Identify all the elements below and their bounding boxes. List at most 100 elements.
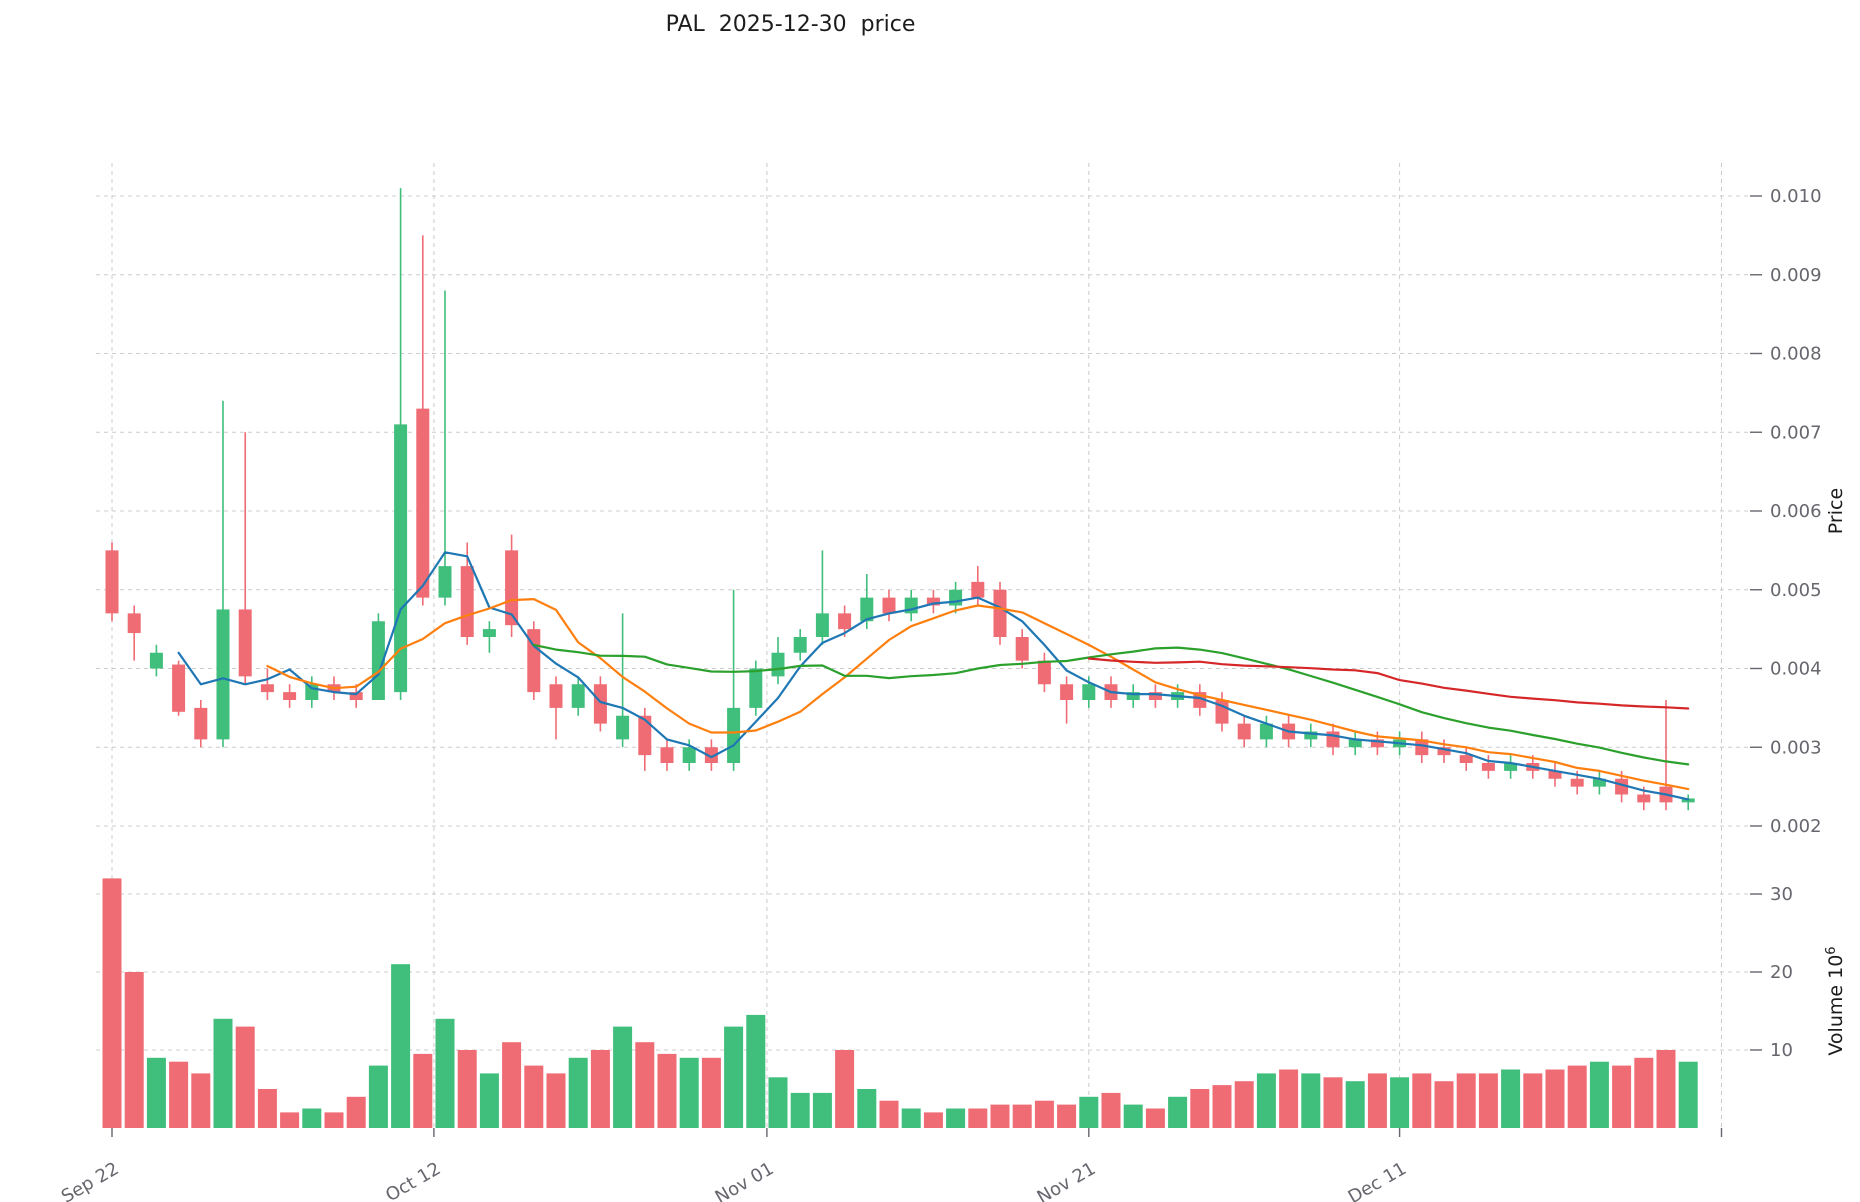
price-tick-label: 0.007 [1770, 422, 1822, 443]
candle-body [1370, 739, 1384, 748]
price-axis-ticks: 0.002 0.003 0.004 0.005 0.006 0.007 0.008 0.009… [1750, 186, 1822, 837]
volume-bar [368, 1065, 388, 1128]
candle-body [238, 609, 252, 677]
price-tick-label: 0.010 [1770, 186, 1822, 207]
gridlines [96, 163, 1750, 1128]
volume-bar [1057, 1104, 1077, 1128]
candle-body [283, 692, 297, 700]
ma-lines [177, 551, 1690, 801]
ma-line-sma20 [532, 643, 1690, 766]
volume-bar [413, 1053, 433, 1128]
volume-bar [191, 1073, 211, 1128]
volume-bar [124, 972, 144, 1128]
candle-body [216, 609, 230, 740]
candle-body [1437, 747, 1451, 756]
volume-bar [1234, 1081, 1254, 1128]
volume-bar [391, 964, 411, 1128]
candle-body [1615, 778, 1629, 795]
volume-bar [724, 1026, 744, 1128]
candle-body [704, 747, 718, 763]
price-tick-label: 0.003 [1770, 737, 1822, 758]
ma-line-sma4 [177, 551, 1690, 801]
price-tick-label: 0.006 [1770, 501, 1822, 522]
price-axis-label: Price [1825, 488, 1847, 534]
volume-bar [1145, 1108, 1165, 1128]
candle-body [1348, 739, 1362, 748]
volume-bar [613, 1026, 633, 1128]
candle-body [1504, 763, 1518, 771]
volume-bar [1390, 1077, 1410, 1128]
volume-bar [1256, 1073, 1276, 1128]
candle-body [416, 408, 430, 598]
volume-bar [1079, 1096, 1099, 1128]
volume-bar [169, 1061, 189, 1128]
x-axis: Sep 22 Oct 12 Nov 01 Nov 21 Dec 11 [58, 1128, 1723, 1202]
volume-bar [901, 1108, 921, 1128]
volume-bar [679, 1057, 699, 1128]
volume-bar [923, 1112, 943, 1128]
volume-bar [1678, 1061, 1698, 1128]
volume-bars [102, 878, 1698, 1128]
volume-tick-label: 20 [1770, 962, 1793, 983]
candle-body [1259, 723, 1273, 740]
volume-bar [1501, 1069, 1521, 1128]
candle-body [1415, 739, 1429, 756]
candle-body [260, 684, 274, 693]
volume-bar [146, 1057, 166, 1128]
candle-body [1459, 755, 1473, 763]
candle-body [1148, 692, 1162, 700]
candle-body [1015, 637, 1029, 661]
volume-bar [435, 1018, 455, 1128]
volume-bar [879, 1100, 899, 1128]
volume-bar [1212, 1085, 1232, 1128]
candle-body [1570, 778, 1584, 787]
price-tick-label: 0.004 [1770, 659, 1822, 680]
candle-body [793, 637, 807, 653]
volume-bar [257, 1089, 277, 1128]
volume-bar [502, 1042, 522, 1128]
volume-tick-label: 10 [1770, 1040, 1793, 1061]
volume-bar [1612, 1065, 1632, 1128]
candle-body [1592, 778, 1606, 787]
candle-body [1237, 723, 1251, 740]
volume-bar [235, 1026, 255, 1128]
candle-body [1060, 684, 1074, 700]
volume-bar [1279, 1069, 1299, 1128]
volume-bar [1434, 1081, 1454, 1128]
candle-body [815, 613, 829, 637]
ma-line-sma8 [266, 597, 1690, 791]
volume-bar [568, 1057, 588, 1128]
volume-bar [1101, 1092, 1121, 1128]
x-tick-label: Nov 21 [1034, 1158, 1100, 1202]
volume-bar [1589, 1061, 1609, 1128]
x-tick-label: Nov 01 [712, 1158, 778, 1202]
candle-body [438, 566, 452, 598]
candles [105, 188, 1695, 811]
candle-body [549, 684, 563, 708]
volume-bar [1168, 1096, 1188, 1128]
candle-body [149, 652, 163, 669]
ma-line-sma45 [1087, 657, 1690, 710]
chart-title: PAL 2025-12-30 price [665, 12, 916, 37]
candle-body [482, 629, 496, 637]
volume-bar [1367, 1073, 1387, 1128]
volume-bar [701, 1057, 721, 1128]
x-tick-label: Sep 22 [58, 1158, 123, 1202]
volume-bar [546, 1073, 566, 1128]
candle-body [882, 597, 896, 614]
volume-bar [213, 1018, 233, 1128]
candle-body [971, 581, 985, 598]
candle-body [638, 715, 652, 756]
volume-bar [1656, 1050, 1676, 1128]
candle-body [1126, 692, 1140, 700]
candle-body [593, 684, 607, 724]
volume-bar [857, 1089, 877, 1128]
candle-body [749, 668, 763, 708]
volume-bar [1412, 1073, 1432, 1128]
volume-tick-label: 30 [1770, 884, 1793, 905]
price-tick-label: 0.009 [1770, 265, 1822, 286]
volume-bar [1323, 1077, 1343, 1128]
volume-bar [746, 1014, 766, 1128]
